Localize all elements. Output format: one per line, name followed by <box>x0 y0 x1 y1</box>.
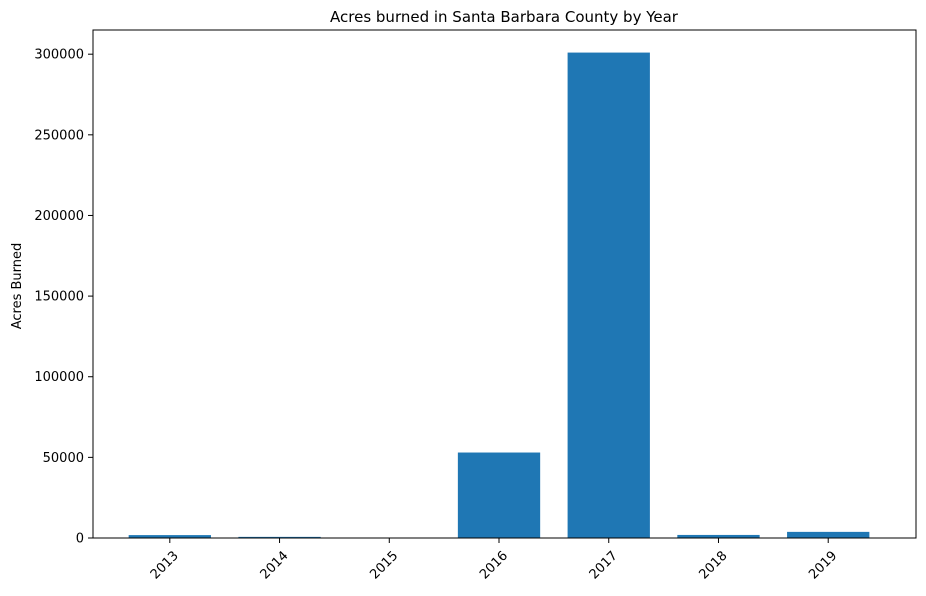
x-tick-label: 2016 <box>477 548 511 582</box>
x-tick-label: 2013 <box>148 548 182 582</box>
bar-2019 <box>787 532 869 538</box>
bar-2016 <box>458 453 540 538</box>
chart-title: Acres burned in Santa Barbara County by … <box>330 8 679 26</box>
x-tick-label: 2018 <box>697 548 731 582</box>
y-tick-label: 150000 <box>34 290 84 305</box>
x-tick-label: 2015 <box>367 548 401 582</box>
bar-2017 <box>568 53 650 538</box>
y-axis-label: Acres Burned <box>10 243 25 330</box>
x-tick-label: 2014 <box>258 548 292 582</box>
y-tick-label: 200000 <box>34 209 84 224</box>
y-tick-label: 100000 <box>34 370 84 385</box>
y-tick-label: 250000 <box>34 128 84 143</box>
x-tick-label: 2017 <box>587 548 621 582</box>
y-axis-ticks: 0 50000 100000 150000 200000 250000 300000 <box>34 48 93 547</box>
bars <box>129 53 870 538</box>
x-tick-label: 2019 <box>806 548 840 582</box>
y-tick-label: 0 <box>76 532 84 547</box>
y-tick-label: 50000 <box>43 451 84 466</box>
y-tick-label: 300000 <box>34 48 84 63</box>
x-axis-ticks: 2013 2014 2015 2016 2017 2018 2019 <box>148 538 840 582</box>
